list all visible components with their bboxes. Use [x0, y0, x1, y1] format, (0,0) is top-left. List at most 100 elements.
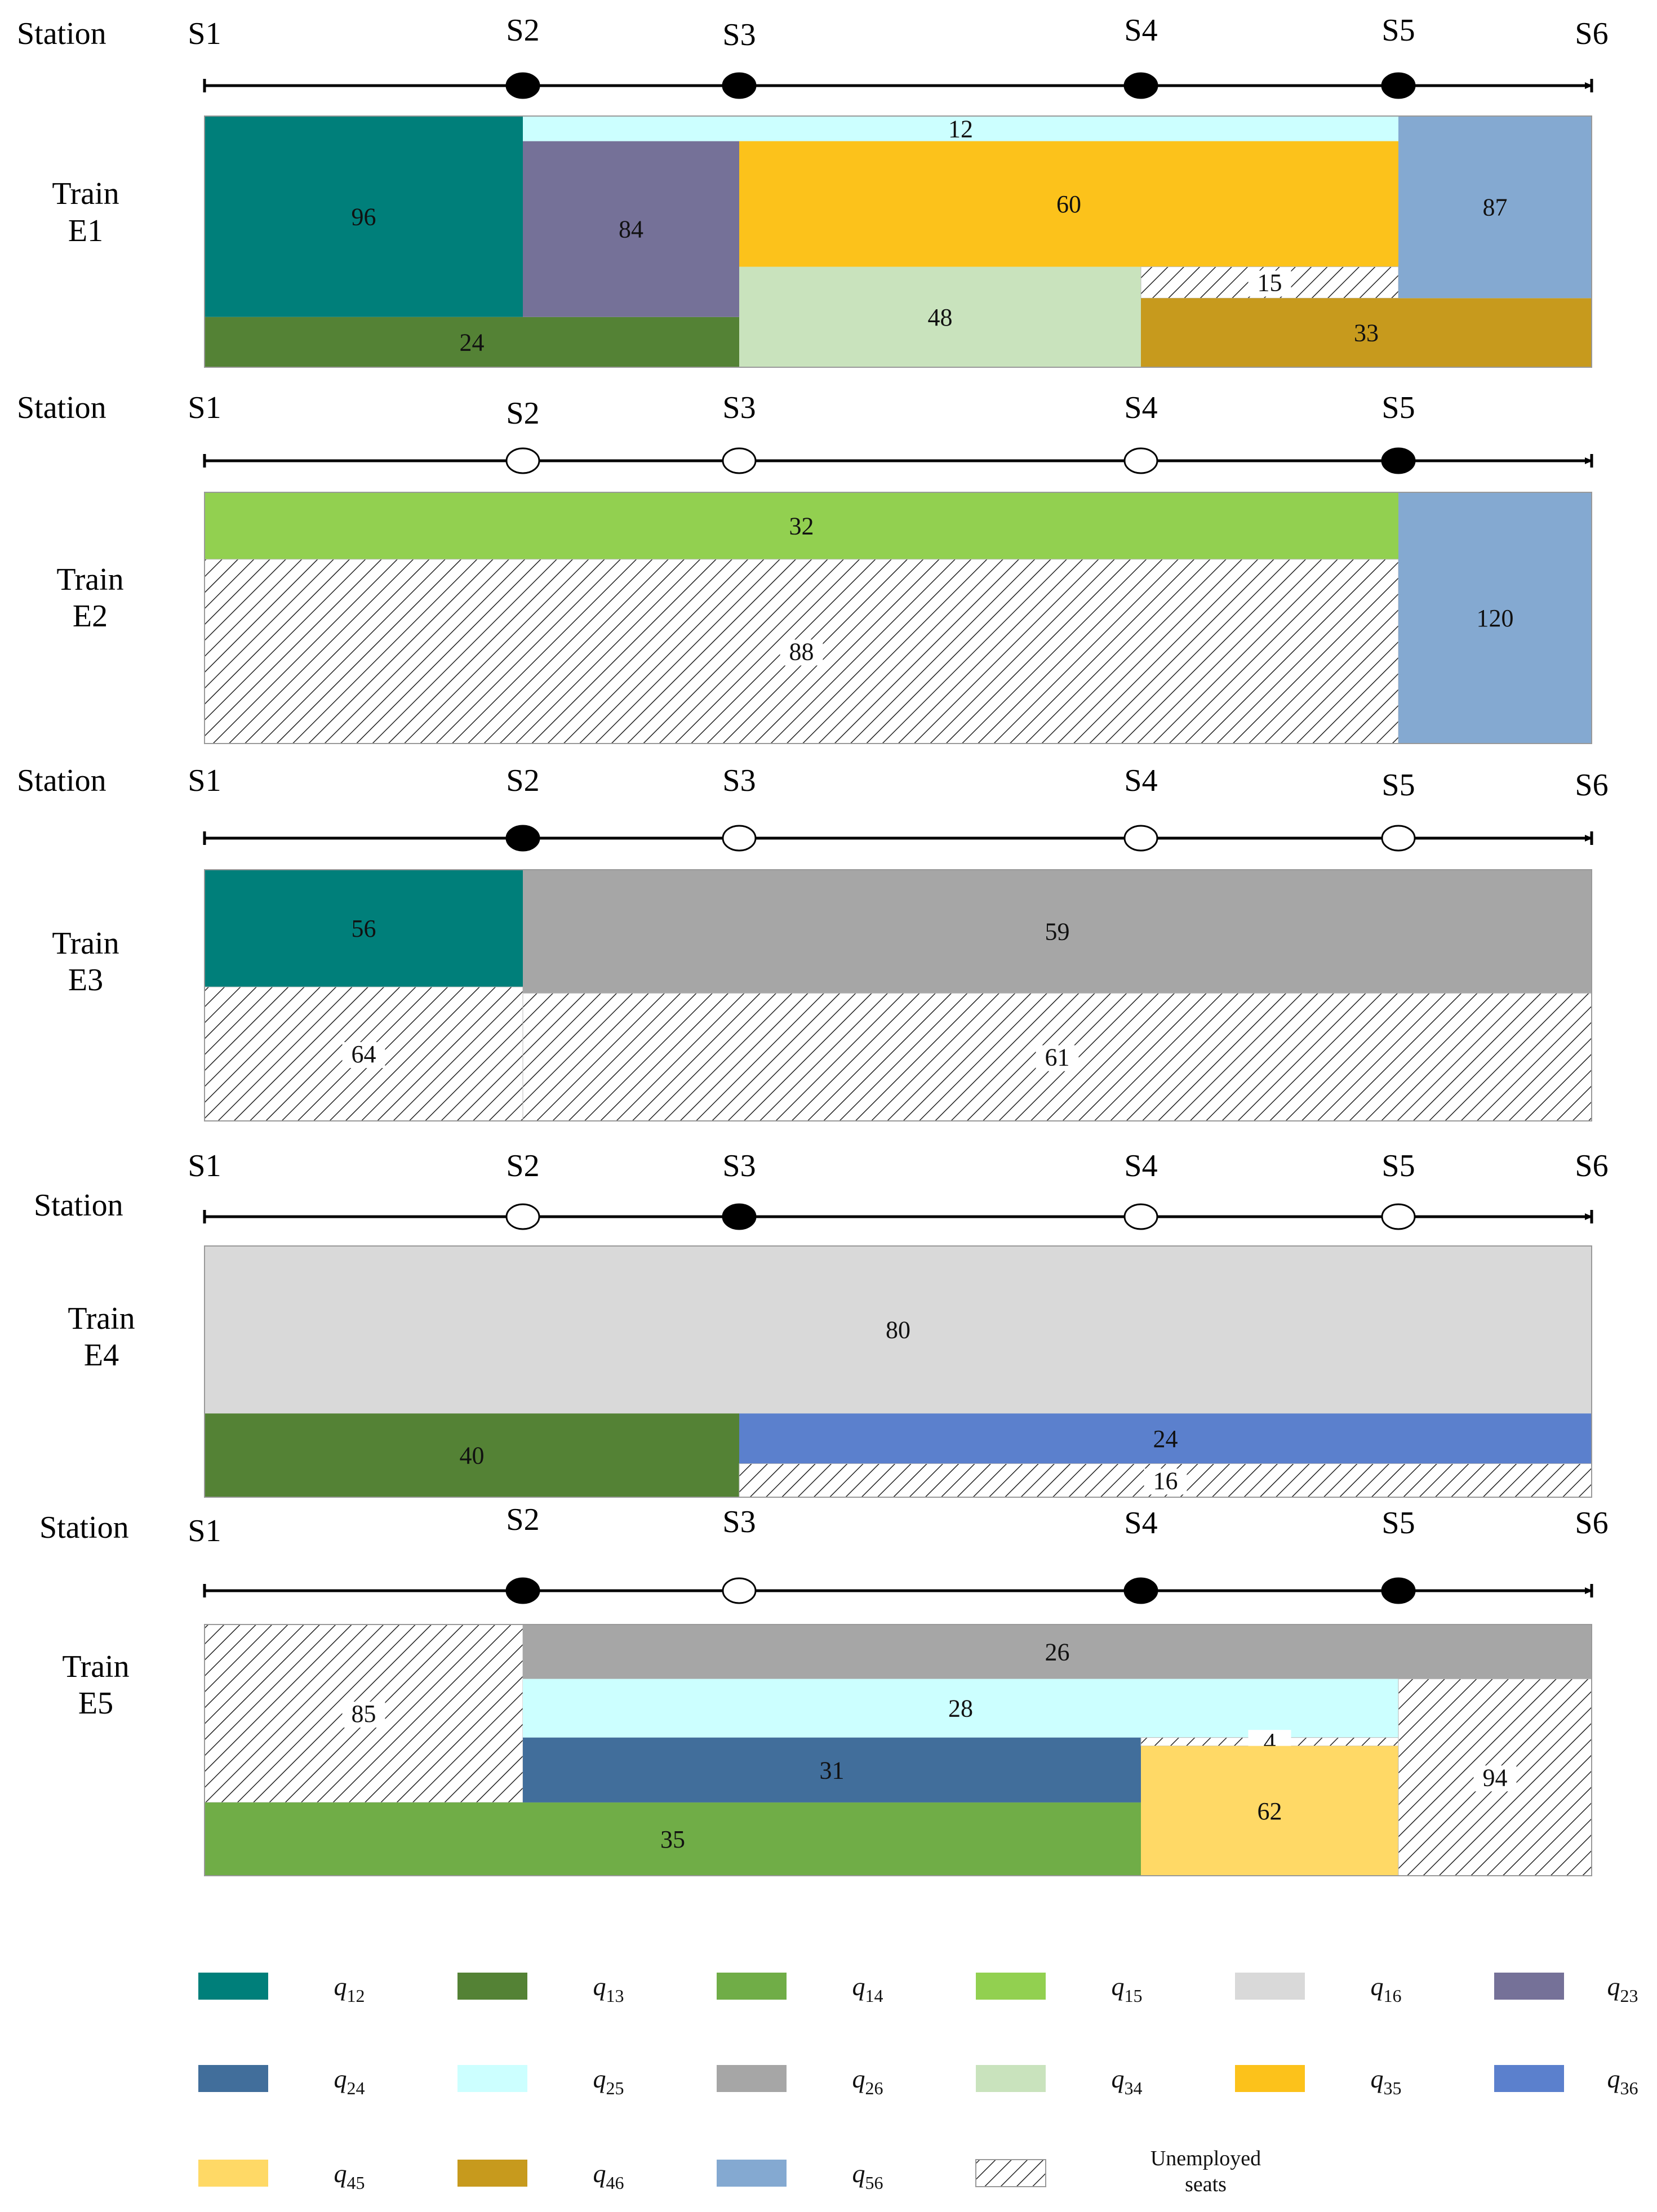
segment-label-unemployed: 64 — [352, 1040, 376, 1068]
station-name-s1: S1 — [188, 1149, 221, 1183]
train-name: Train — [62, 1649, 129, 1684]
station-name-s2: S2 — [506, 13, 539, 48]
legend-swatch-q26 — [717, 2065, 787, 2092]
station-name-s6: S6 — [1575, 1149, 1608, 1183]
segment-q23 — [523, 141, 739, 317]
station-name-s5: S5 — [1381, 1506, 1415, 1541]
legend-subscript: 34 — [1125, 2078, 1143, 2098]
station-name-s4: S4 — [1124, 763, 1157, 798]
legend-label-q14: q14 — [852, 1972, 883, 2006]
legend-label-q25: q25 — [593, 2064, 624, 2098]
pass-marker-s3 — [722, 447, 757, 474]
stop-marker-s2 — [505, 1577, 540, 1604]
station-name-s3: S3 — [722, 17, 756, 52]
segment-q36 — [739, 1413, 1592, 1464]
station-name-s4: S4 — [1124, 1149, 1157, 1183]
legend-label-q45: q45 — [334, 2159, 365, 2193]
legend-label-unemployed-line2: seats — [1185, 2173, 1227, 2196]
legend-label-q23: q23 — [1607, 1972, 1638, 2006]
train-bar-outline — [204, 869, 1592, 1121]
segment-label-unemployed: 61 — [1045, 1044, 1070, 1071]
segment-label-unemployed: 85 — [352, 1700, 376, 1728]
legend-label-q36: q36 — [1607, 2064, 1638, 2098]
segment-q12 — [205, 116, 523, 317]
station-name-s6: S6 — [1575, 1506, 1608, 1541]
segment-q14 — [205, 1802, 1141, 1876]
legend-subscript: 56 — [865, 2173, 883, 2193]
legend-label-q24: q24 — [334, 2064, 365, 2098]
segment-label-q12: 96 — [352, 203, 376, 230]
station-label: Station — [17, 390, 106, 425]
segment-label-q12: 56 — [352, 915, 376, 942]
legend-swatch-q36 — [1494, 2065, 1564, 2092]
train-bar-outline — [204, 1624, 1592, 1876]
legend-swatch-q45 — [198, 2160, 268, 2187]
legend-subscript: 36 — [1620, 2078, 1638, 2098]
legend-label-q26: q26 — [852, 2064, 883, 2098]
legend-swatch-q12 — [198, 1973, 268, 2000]
legend-subscript: 23 — [1620, 1986, 1638, 2006]
legend-subscript: 35 — [1384, 2078, 1402, 2098]
station-name-s3: S3 — [722, 390, 756, 425]
hatch-label-bg — [342, 1701, 385, 1728]
segment-label-unemployed: 15 — [1258, 269, 1282, 296]
station-label: Station — [34, 1188, 123, 1223]
legend-subscript: 26 — [865, 2078, 883, 2098]
legend-swatch-q24 — [198, 2065, 268, 2092]
train-name: Train — [56, 562, 123, 597]
pass-marker-s4 — [1123, 825, 1158, 852]
stop-marker-s3 — [722, 1203, 757, 1230]
legend-subscript: 12 — [347, 1986, 365, 2006]
train-id: E3 — [68, 963, 103, 998]
legend-swatch-q46 — [457, 2160, 527, 2187]
segment-label-q56: 120 — [1477, 604, 1514, 632]
segment-label-unemployed: 16 — [1153, 1467, 1178, 1494]
hatch-label-bg — [342, 1042, 385, 1069]
train-bar-outline — [204, 492, 1592, 744]
segment-label-q23: 84 — [619, 216, 643, 243]
segment-q45 — [1141, 1746, 1398, 1876]
legend-subscript: 46 — [606, 2173, 624, 2193]
legend-label-q13: q13 — [593, 1972, 624, 2006]
train-id: E1 — [68, 213, 103, 248]
segment-label-q14: 35 — [660, 1826, 685, 1853]
segment-q12 — [205, 870, 523, 987]
station-label: Station — [39, 1510, 129, 1545]
legend-label-q34: q34 — [1112, 2064, 1143, 2098]
train-bar-outline — [204, 115, 1592, 368]
stop-marker-s2 — [505, 72, 540, 99]
segment-label-unemployed: 94 — [1483, 1764, 1508, 1791]
station-name-s4: S4 — [1124, 1506, 1157, 1541]
legend-subscript: 45 — [347, 2173, 365, 2193]
station-name-s4: S4 — [1124, 390, 1157, 425]
segment-q34 — [739, 266, 1141, 367]
legend-subscript: 15 — [1125, 1986, 1143, 2006]
segment-q15 — [205, 492, 1398, 559]
segment-label-q26: 59 — [1045, 918, 1070, 946]
legend-label-q15: q15 — [1112, 1972, 1143, 2006]
legend-swatch-q23 — [1494, 1973, 1564, 2000]
segment-label-q25: 28 — [948, 1695, 973, 1723]
segment-q56 — [1398, 116, 1592, 299]
legend-swatch-q35 — [1235, 2065, 1305, 2092]
station-name-s1: S1 — [188, 763, 221, 798]
stop-marker-s5 — [1381, 447, 1416, 474]
segment-label-q25: 12 — [948, 115, 973, 143]
legend-swatch-unemployed — [975, 2159, 1046, 2187]
pass-marker-s4 — [1123, 447, 1158, 474]
station-name-s1: S1 — [188, 390, 221, 425]
segment-label-q36: 24 — [1153, 1425, 1178, 1453]
segment-q25 — [523, 1679, 1398, 1738]
legend-label-q12: q12 — [334, 1972, 365, 2006]
legend-label-q16: q16 — [1371, 1972, 1402, 2006]
station-name-s5: S5 — [1381, 13, 1415, 48]
train-name: Train — [68, 1301, 135, 1336]
station-name-s1: S1 — [188, 1514, 221, 1548]
segment-label-unemployed: 88 — [789, 638, 814, 665]
segment-label-q13: 24 — [460, 328, 485, 356]
segment-q25 — [523, 116, 1398, 141]
